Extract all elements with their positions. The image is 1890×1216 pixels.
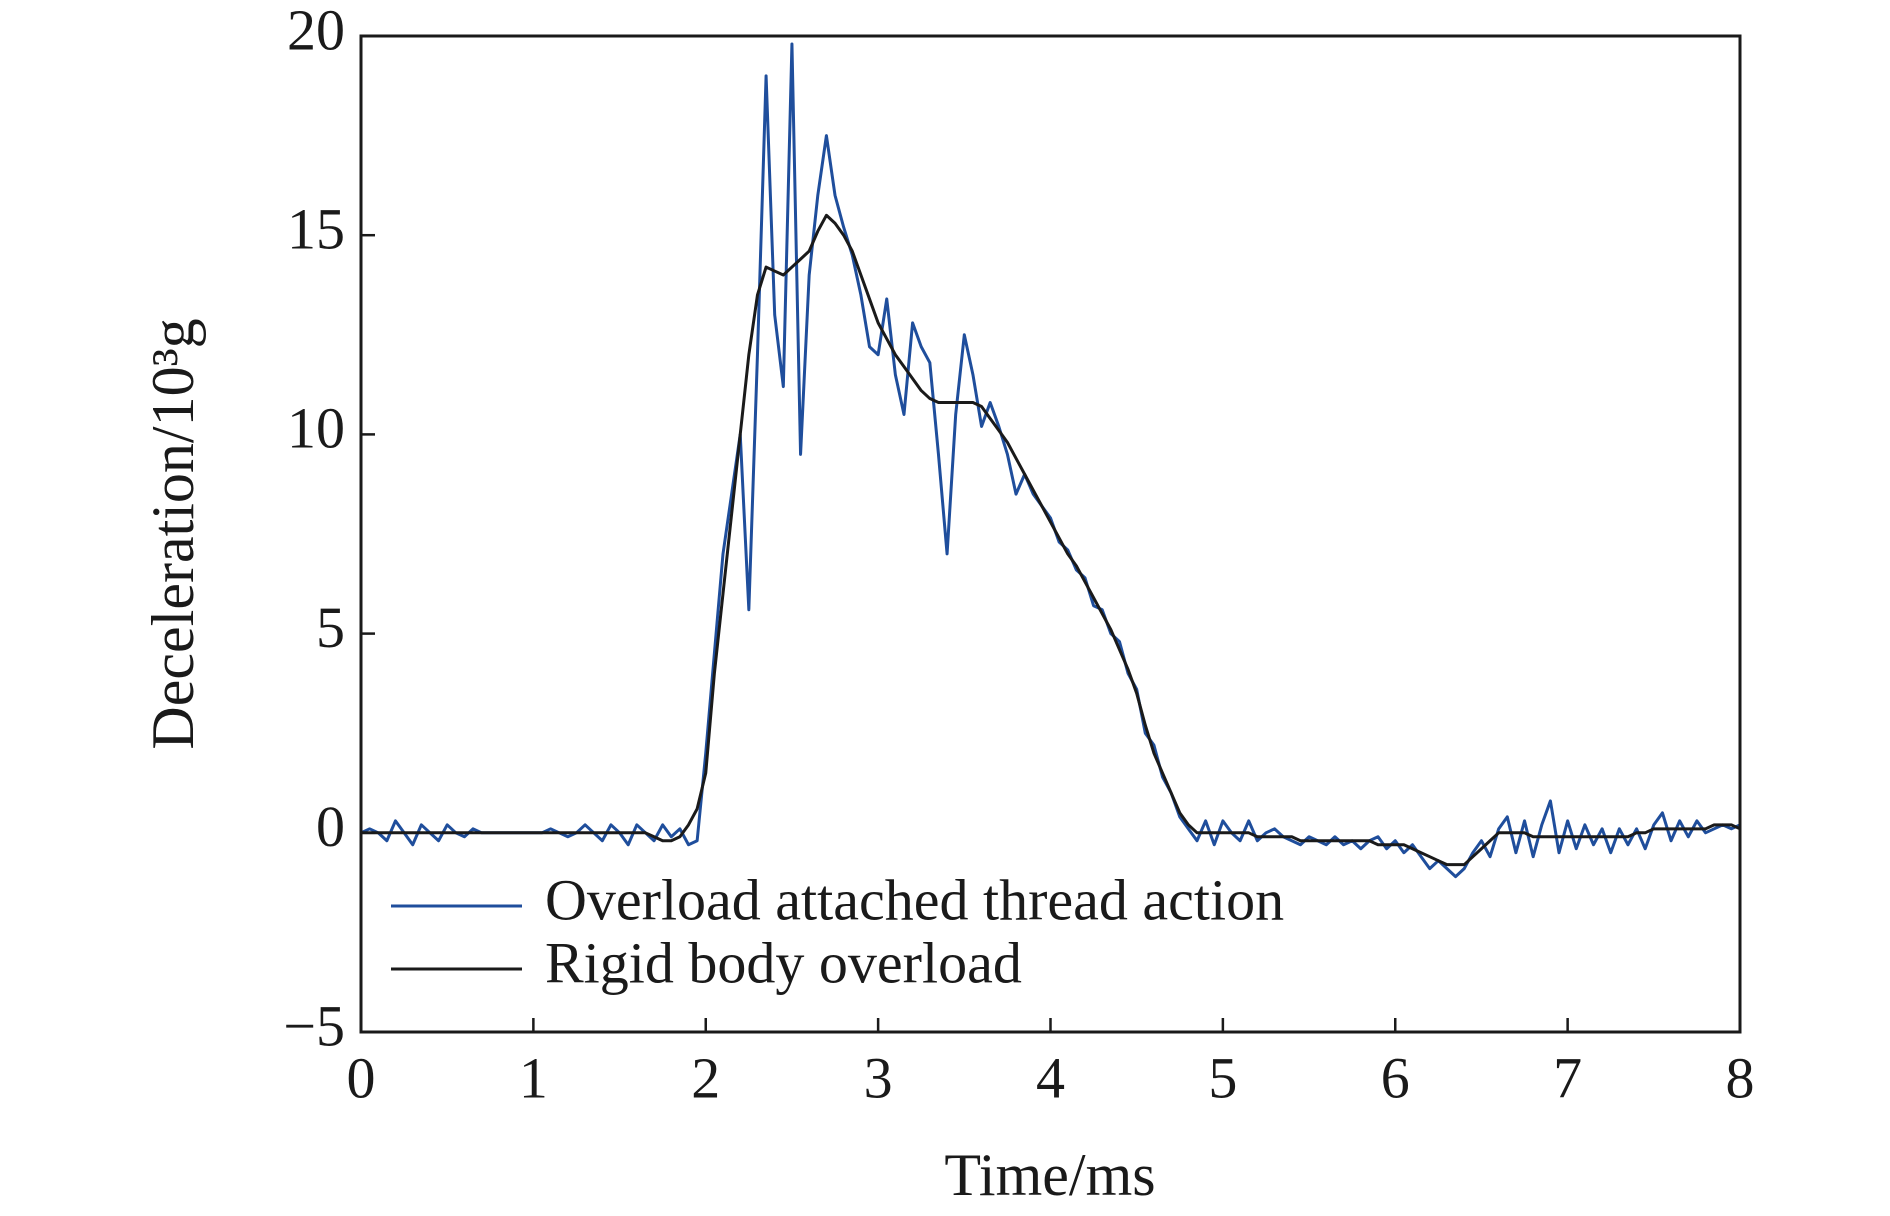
x-tick-label: 2: [691, 1045, 720, 1110]
x-tick-label: 1: [519, 1045, 548, 1110]
x-tick-label: 5: [1208, 1045, 1237, 1110]
x-tick-label: 4: [1036, 1045, 1065, 1110]
y-tick-label: 15: [287, 197, 345, 262]
x-tick-label: 8: [1726, 1045, 1755, 1110]
plot-frame: [359, 34, 1742, 1034]
y-tick-label: 5: [316, 595, 345, 660]
x-axis-label: Time/ms: [944, 1142, 1155, 1208]
y-tick-label: −5: [283, 993, 345, 1058]
x-tick-label: 0: [347, 1045, 376, 1110]
legend-label: Rigid body overload: [545, 930, 1022, 995]
data-line: [361, 213, 1741, 867]
data-line: [360, 42, 1741, 879]
y-tick-label: 0: [316, 794, 345, 859]
legend-label: Overload attached thread action: [545, 867, 1284, 932]
x-tick-label: 6: [1381, 1045, 1410, 1110]
y-tick-label: 10: [287, 396, 345, 461]
x-tick-label: 3: [864, 1045, 893, 1110]
y-axis-label: Deceleration/10³g: [140, 318, 206, 749]
y-tick-label: 20: [287, 0, 345, 62]
x-tick-label: 7: [1553, 1045, 1582, 1110]
